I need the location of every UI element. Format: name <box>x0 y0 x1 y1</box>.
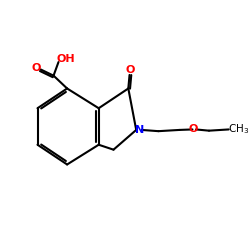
Text: N: N <box>134 125 144 135</box>
Text: O: O <box>188 124 198 134</box>
Text: O: O <box>125 66 135 76</box>
Text: CH$_3$: CH$_3$ <box>228 122 249 136</box>
Text: O: O <box>32 63 41 73</box>
Text: OH: OH <box>56 54 75 64</box>
